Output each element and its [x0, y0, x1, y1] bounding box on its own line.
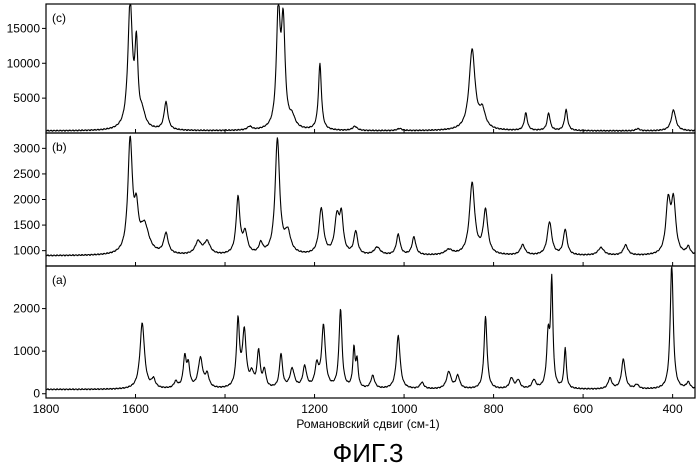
y-tick-label: 0 [33, 387, 40, 401]
x-tick-label: 1000 [391, 402, 418, 416]
spectrum-trace [46, 136, 695, 256]
y-tick-label: 2000 [13, 302, 40, 316]
x-axis-title: Романовский сдвиг (см-1) [296, 417, 439, 431]
y-tick-label: 1000 [13, 244, 40, 258]
x-tick-label: 400 [663, 402, 683, 416]
panel-frame [46, 133, 695, 266]
spectrum-trace [46, 5, 695, 131]
x-tick-label: 1600 [122, 402, 149, 416]
x-axis: 1800 1600 1400 1200 1000 800 600 400 [33, 402, 683, 416]
y-tick-label: 15000 [7, 21, 41, 35]
x-tick-label: 800 [484, 402, 504, 416]
panel-c: 5000 10000 15000 (c) [7, 4, 695, 133]
x-tick-label: 600 [573, 402, 593, 416]
y-tick-label: 1000 [13, 344, 40, 358]
panel-label: (a) [52, 273, 67, 287]
panel-frame [46, 4, 695, 133]
y-tick-label: 5000 [13, 91, 40, 105]
y-tick-label: 3000 [13, 141, 40, 155]
x-tick-label: 1200 [301, 402, 328, 416]
x-tick-label: 1400 [212, 402, 239, 416]
panel-a: 0 1000 2000 (a) [13, 266, 695, 401]
panel-label: (c) [52, 11, 66, 25]
y-tick-label: 10000 [7, 56, 41, 70]
y-tick-label: 1500 [13, 218, 40, 232]
panel-label: (b) [52, 140, 67, 154]
panel-b: 1000 1500 2000 2500 3000 (b) [13, 133, 695, 266]
y-tick-label: 2500 [13, 167, 40, 181]
spectrum-trace [46, 267, 695, 390]
spectra-panels: 50001000015000(c)10001500200025003000(b)… [7, 4, 695, 401]
x-tick-label: 1800 [33, 402, 60, 416]
figure-caption: ФИГ.3 [332, 438, 403, 468]
y-tick-label: 2000 [13, 193, 40, 207]
